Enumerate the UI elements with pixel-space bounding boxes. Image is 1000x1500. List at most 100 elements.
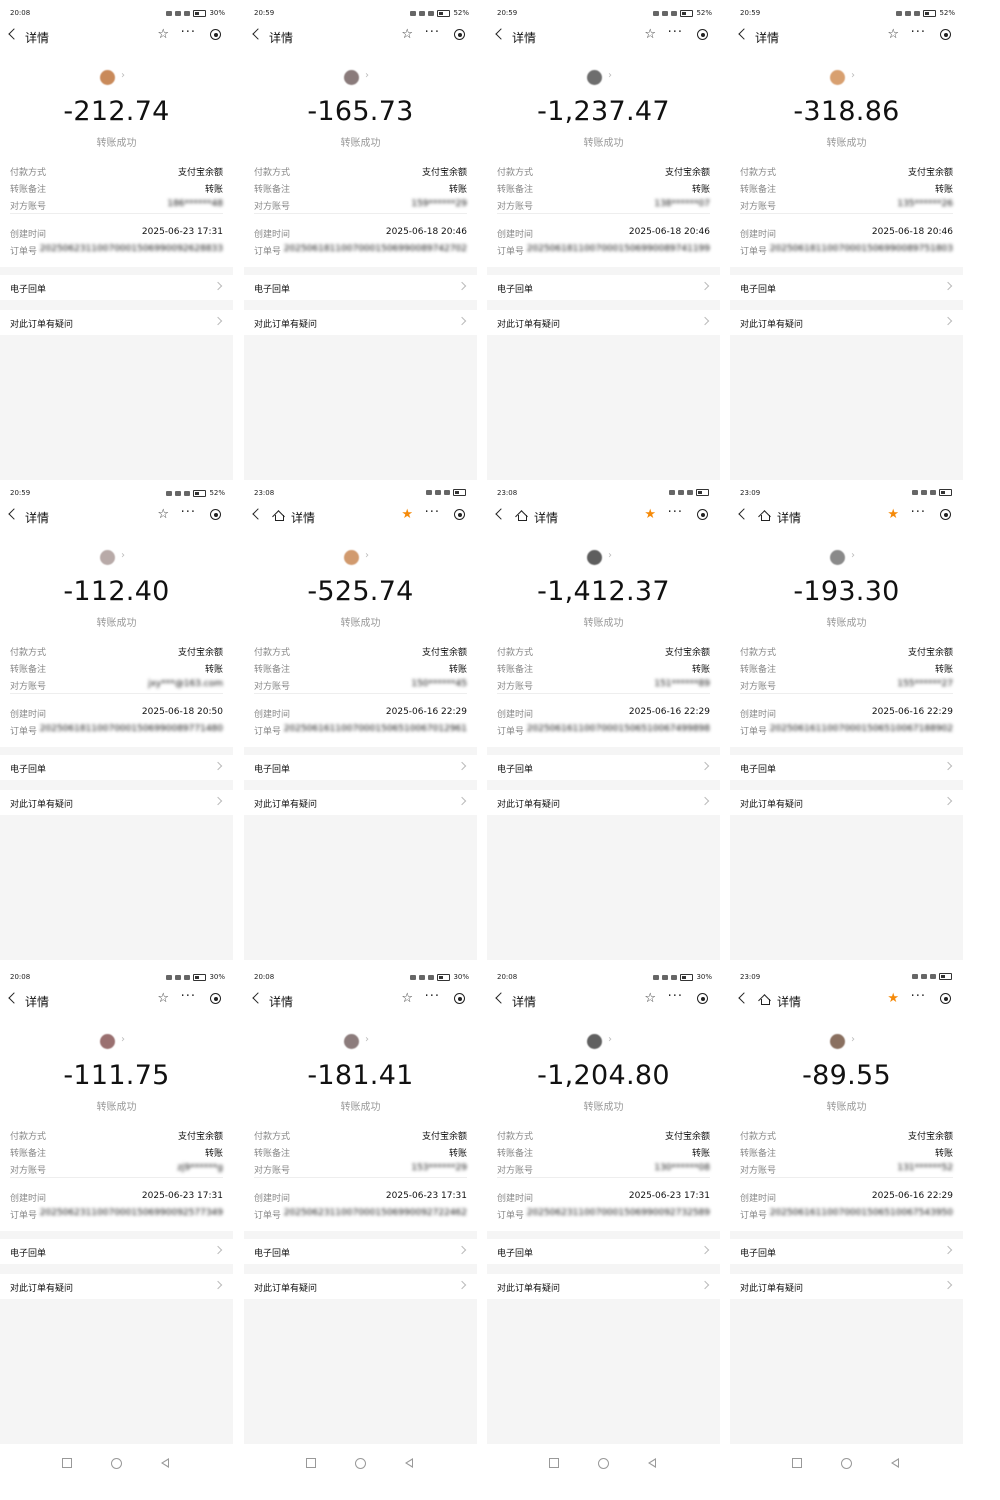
question-cell[interactable]: 对此订单有疑问	[487, 1274, 720, 1299]
favorite-star-icon[interactable]: ☆	[401, 991, 413, 1006]
home-icon[interactable]	[273, 510, 284, 521]
avatar[interactable]	[587, 1034, 602, 1049]
mini-program-target-icon[interactable]	[940, 509, 951, 520]
receipt-cell[interactable]: 电子回单	[244, 755, 477, 780]
receipt-cell[interactable]: 电子回单	[0, 275, 233, 300]
back-icon[interactable]	[495, 992, 507, 1004]
favorite-star-icon[interactable]: ☆	[644, 27, 656, 42]
avatar[interactable]	[100, 1034, 115, 1049]
back-icon[interactable]	[252, 28, 264, 40]
more-icon[interactable]: ···	[424, 25, 440, 40]
more-icon[interactable]: ···	[667, 989, 683, 1004]
more-icon[interactable]: ···	[667, 505, 683, 520]
receipt-cell[interactable]: 电子回单	[487, 1239, 720, 1264]
receipt-cell[interactable]: 电子回单	[487, 275, 720, 300]
question-cell[interactable]: 对此订单有疑问	[0, 1274, 233, 1299]
receipt-cell[interactable]: 电子回单	[487, 755, 720, 780]
back-icon[interactable]	[495, 508, 507, 520]
avatar[interactable]	[344, 70, 359, 85]
more-icon[interactable]: ···	[180, 989, 196, 1004]
favorite-star-icon[interactable]: ★	[644, 507, 656, 522]
favorite-star-icon[interactable]: ☆	[887, 27, 899, 42]
favorite-star-icon[interactable]: ★	[401, 507, 413, 522]
home-icon[interactable]	[516, 510, 527, 521]
back-icon[interactable]	[495, 28, 507, 40]
more-icon[interactable]: ···	[180, 25, 196, 40]
recent-apps-icon[interactable]	[62, 1458, 72, 1468]
more-icon[interactable]: ···	[424, 505, 440, 520]
home-icon[interactable]	[759, 510, 770, 521]
question-cell[interactable]: 对此订单有疑问	[244, 1274, 477, 1299]
favorite-star-icon[interactable]: ☆	[157, 507, 169, 522]
question-cell[interactable]: 对此订单有疑问	[730, 790, 963, 815]
question-cell[interactable]: 对此订单有疑问	[487, 310, 720, 335]
avatar[interactable]	[830, 1034, 845, 1049]
more-icon[interactable]: ···	[910, 989, 926, 1004]
home-icon[interactable]	[841, 1458, 852, 1469]
mini-program-target-icon[interactable]	[697, 509, 708, 520]
mini-program-target-icon[interactable]	[697, 993, 708, 1004]
back-icon[interactable]	[8, 28, 20, 40]
question-cell[interactable]: 对此订单有疑问	[730, 310, 963, 335]
more-icon[interactable]: ···	[667, 25, 683, 40]
more-icon[interactable]: ···	[424, 989, 440, 1004]
favorite-star-icon[interactable]: ☆	[401, 27, 413, 42]
mini-program-target-icon[interactable]	[940, 29, 951, 40]
home-icon[interactable]	[598, 1458, 609, 1469]
more-icon[interactable]: ···	[180, 505, 196, 520]
receipt-cell[interactable]: 电子回单	[730, 1239, 963, 1264]
back-triangle-icon[interactable]	[891, 1458, 899, 1468]
mini-program-target-icon[interactable]	[697, 29, 708, 40]
question-cell[interactable]: 对此订单有疑问	[0, 790, 233, 815]
receipt-cell[interactable]: 电子回单	[244, 1239, 477, 1264]
receipt-cell[interactable]: 电子回单	[244, 275, 477, 300]
receipt-cell[interactable]: 电子回单	[0, 1239, 233, 1264]
avatar[interactable]	[344, 1034, 359, 1049]
avatar[interactable]	[344, 550, 359, 565]
mini-program-target-icon[interactable]	[454, 509, 465, 520]
back-icon[interactable]	[738, 992, 750, 1004]
favorite-star-icon[interactable]: ☆	[157, 27, 169, 42]
mini-program-target-icon[interactable]	[940, 993, 951, 1004]
back-icon[interactable]	[252, 992, 264, 1004]
back-icon[interactable]	[8, 992, 20, 1004]
avatar[interactable]	[830, 70, 845, 85]
mini-program-target-icon[interactable]	[454, 29, 465, 40]
more-icon[interactable]: ···	[910, 25, 926, 40]
avatar[interactable]	[830, 550, 845, 565]
question-cell[interactable]: 对此订单有疑问	[244, 310, 477, 335]
favorite-star-icon[interactable]: ★	[887, 507, 899, 522]
home-icon[interactable]	[111, 1458, 122, 1469]
avatar[interactable]	[587, 550, 602, 565]
mini-program-target-icon[interactable]	[210, 29, 221, 40]
recent-apps-icon[interactable]	[549, 1458, 559, 1468]
mini-program-target-icon[interactable]	[210, 993, 221, 1004]
favorite-star-icon[interactable]: ☆	[157, 991, 169, 1006]
back-triangle-icon[interactable]	[161, 1458, 169, 1468]
receipt-cell[interactable]: 电子回单	[0, 755, 233, 780]
avatar[interactable]	[587, 70, 602, 85]
receipt-cell[interactable]: 电子回单	[730, 275, 963, 300]
more-icon[interactable]: ···	[910, 505, 926, 520]
recent-apps-icon[interactable]	[306, 1458, 316, 1468]
avatar[interactable]	[100, 550, 115, 565]
favorite-star-icon[interactable]: ★	[887, 991, 899, 1006]
back-icon[interactable]	[252, 508, 264, 520]
home-icon[interactable]	[759, 994, 770, 1005]
question-cell[interactable]: 对此订单有疑问	[0, 310, 233, 335]
recent-apps-icon[interactable]	[792, 1458, 802, 1468]
back-icon[interactable]	[738, 508, 750, 520]
back-triangle-icon[interactable]	[648, 1458, 656, 1468]
back-icon[interactable]	[738, 28, 750, 40]
avatar[interactable]	[100, 70, 115, 85]
mini-program-target-icon[interactable]	[454, 993, 465, 1004]
back-icon[interactable]	[8, 508, 20, 520]
question-cell[interactable]: 对此订单有疑问	[730, 1274, 963, 1299]
mini-program-target-icon[interactable]	[210, 509, 221, 520]
back-triangle-icon[interactable]	[405, 1458, 413, 1468]
favorite-star-icon[interactable]: ☆	[644, 991, 656, 1006]
home-icon[interactable]	[355, 1458, 366, 1469]
receipt-cell[interactable]: 电子回单	[730, 755, 963, 780]
question-cell[interactable]: 对此订单有疑问	[487, 790, 720, 815]
question-cell[interactable]: 对此订单有疑问	[244, 790, 477, 815]
